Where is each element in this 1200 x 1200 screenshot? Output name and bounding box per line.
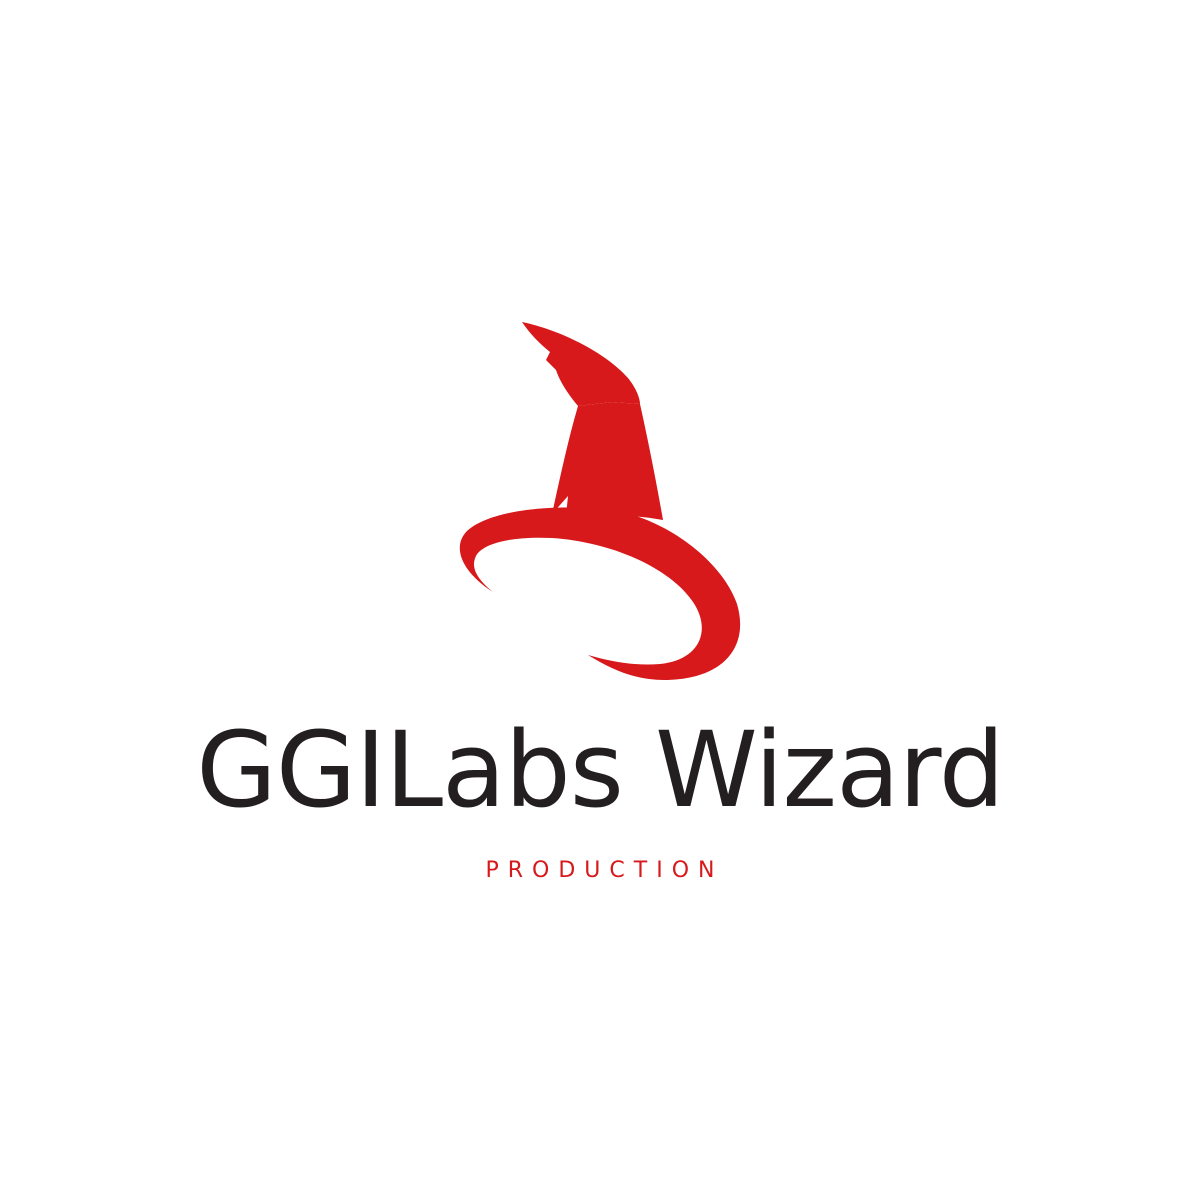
wizard-hat-icon <box>459 322 741 680</box>
brand-name: GGILabs Wizard <box>196 709 1005 831</box>
hat-tip <box>522 322 640 406</box>
hat-brim <box>459 507 741 680</box>
hat-cone <box>552 402 663 520</box>
tagline: PRODUCTION <box>485 858 724 883</box>
